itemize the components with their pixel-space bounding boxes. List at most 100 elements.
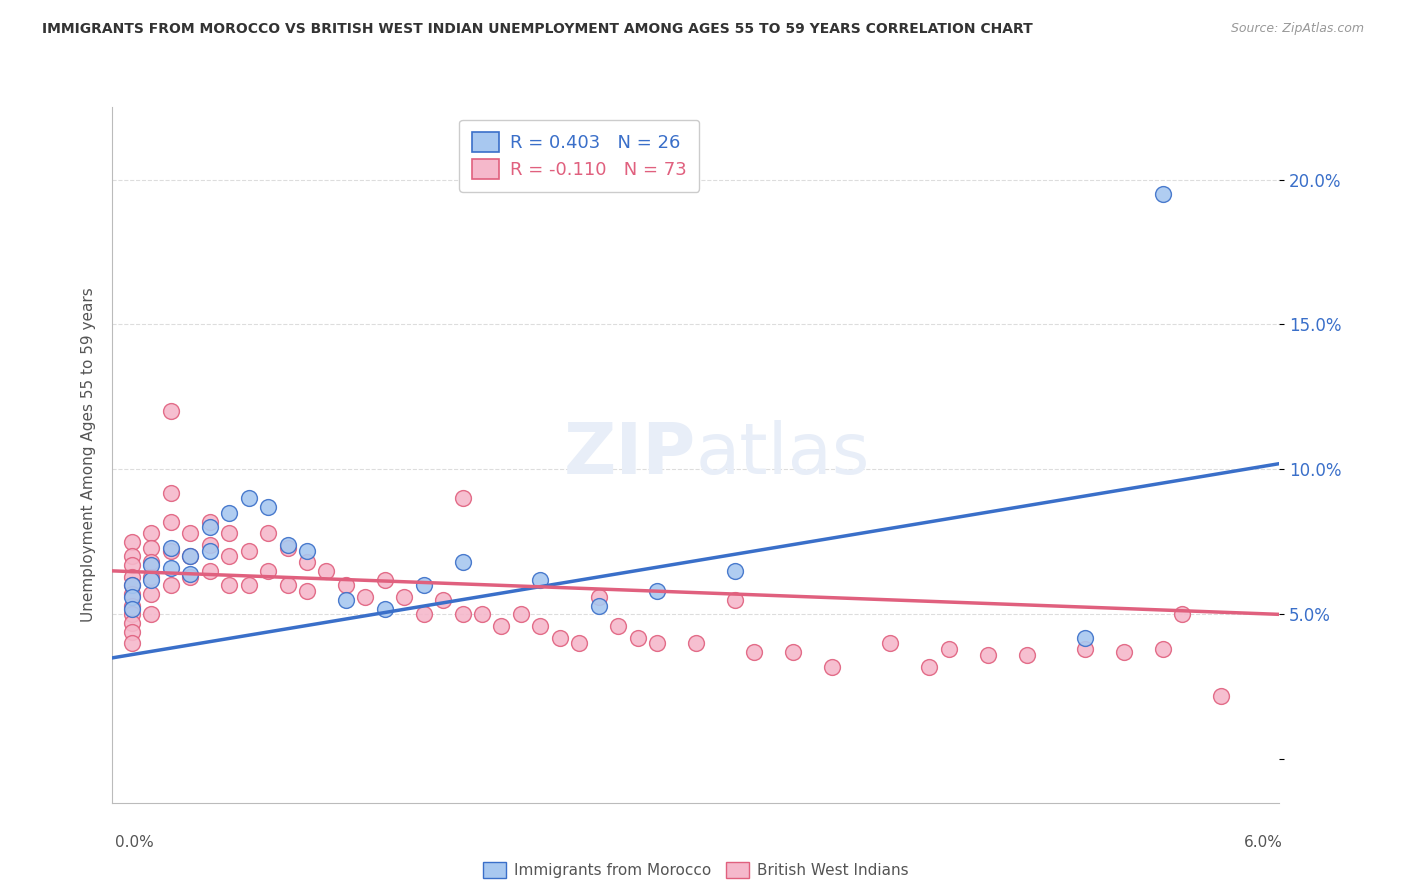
Point	[121, 578, 143, 592]
Point	[257, 564, 280, 578]
Point	[645, 584, 668, 599]
Point	[529, 573, 551, 587]
Text: 0.0%: 0.0%	[115, 836, 155, 850]
Point	[198, 515, 221, 529]
Point	[179, 526, 201, 541]
Point	[121, 590, 143, 604]
Point	[724, 592, 747, 607]
Point	[121, 534, 143, 549]
Point	[588, 590, 610, 604]
Point	[295, 543, 318, 558]
Point	[295, 584, 318, 599]
Point	[627, 631, 650, 645]
Point	[1171, 607, 1194, 622]
Point	[412, 607, 434, 622]
Point	[1152, 187, 1174, 202]
Point	[335, 592, 357, 607]
Point	[160, 404, 183, 418]
Point	[121, 636, 143, 650]
Point	[141, 587, 163, 601]
Point	[1074, 642, 1097, 657]
Point	[141, 573, 163, 587]
Point	[141, 558, 163, 573]
Point	[315, 564, 337, 578]
Point	[121, 615, 143, 630]
Point	[1112, 645, 1135, 659]
Point	[218, 506, 240, 520]
Point	[218, 578, 240, 592]
Point	[218, 549, 240, 564]
Text: ZIP: ZIP	[564, 420, 696, 490]
Point	[295, 555, 318, 569]
Point	[1015, 648, 1038, 662]
Point	[121, 578, 143, 592]
Point	[121, 624, 143, 639]
Point	[607, 619, 630, 633]
Point	[724, 564, 747, 578]
Point	[879, 636, 901, 650]
Point	[1209, 689, 1232, 703]
Point	[1152, 642, 1174, 657]
Point	[121, 558, 143, 573]
Point	[257, 526, 280, 541]
Point	[354, 590, 377, 604]
Point	[1074, 631, 1097, 645]
Point	[218, 526, 240, 541]
Point	[782, 645, 804, 659]
Point	[179, 566, 201, 581]
Point	[121, 599, 143, 613]
Point	[198, 543, 221, 558]
Point	[160, 541, 183, 555]
Point	[918, 659, 941, 673]
Text: 6.0%: 6.0%	[1243, 836, 1282, 850]
Point	[160, 543, 183, 558]
Point	[179, 549, 201, 564]
Text: atlas: atlas	[696, 420, 870, 490]
Point	[509, 607, 531, 622]
Point	[821, 659, 844, 673]
Point	[568, 636, 591, 650]
Point	[529, 619, 551, 633]
Point	[491, 619, 513, 633]
Legend: Immigrants from Morocco, British West Indians: Immigrants from Morocco, British West In…	[475, 855, 917, 886]
Point	[276, 578, 298, 592]
Point	[160, 485, 183, 500]
Point	[238, 491, 260, 506]
Point	[121, 607, 143, 622]
Point	[179, 549, 201, 564]
Point	[121, 549, 143, 564]
Point	[742, 645, 765, 659]
Point	[276, 538, 298, 552]
Point	[412, 578, 434, 592]
Point	[276, 541, 298, 555]
Point	[160, 515, 183, 529]
Point	[471, 607, 494, 622]
Point	[451, 607, 474, 622]
Point	[141, 526, 163, 541]
Y-axis label: Unemployment Among Ages 55 to 59 years: Unemployment Among Ages 55 to 59 years	[80, 287, 96, 623]
Point	[976, 648, 998, 662]
Point	[451, 491, 474, 506]
Point	[392, 590, 416, 604]
Point	[198, 538, 221, 552]
Point	[121, 601, 143, 615]
Point	[160, 561, 183, 575]
Point	[257, 500, 280, 514]
Point	[451, 555, 474, 569]
Point	[198, 520, 221, 534]
Point	[141, 570, 163, 584]
Point	[238, 543, 260, 558]
Point	[374, 601, 396, 615]
Text: IMMIGRANTS FROM MOROCCO VS BRITISH WEST INDIAN UNEMPLOYMENT AMONG AGES 55 TO 59 : IMMIGRANTS FROM MOROCCO VS BRITISH WEST …	[42, 22, 1033, 37]
Point	[938, 642, 960, 657]
Point	[588, 599, 610, 613]
Point	[141, 541, 163, 555]
Point	[141, 607, 163, 622]
Point	[374, 573, 396, 587]
Point	[238, 578, 260, 592]
Point	[160, 578, 183, 592]
Point	[141, 555, 163, 569]
Text: Source: ZipAtlas.com: Source: ZipAtlas.com	[1230, 22, 1364, 36]
Point	[685, 636, 707, 650]
Point	[432, 592, 454, 607]
